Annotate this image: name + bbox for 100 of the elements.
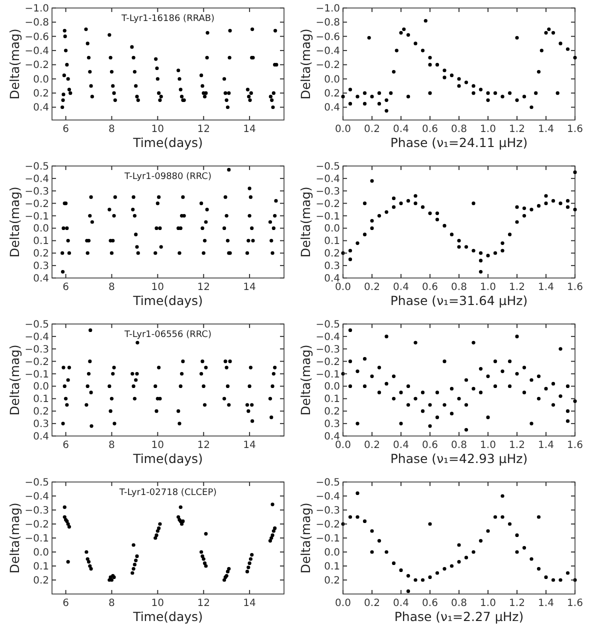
point	[530, 208, 534, 212]
point	[84, 403, 88, 407]
x-tick-label: 6	[62, 282, 69, 293]
x-tick-label: 8	[108, 282, 115, 293]
y-tick-label: −0.8	[24, 18, 49, 29]
text: T-Lyr1-06556 (RRC)	[124, 330, 212, 340]
point	[250, 553, 254, 557]
y-tick-label: −0.4	[24, 46, 49, 58]
x-tick-label: 8	[108, 440, 115, 451]
x-tick-label: 14	[243, 440, 256, 451]
x-axis-title: Time(days)	[132, 609, 203, 624]
point	[399, 202, 403, 206]
x-axis-title: Time(days)	[132, 451, 203, 466]
x-axis-title: Time(days)	[132, 135, 203, 150]
y-tick-label: −0.1	[24, 211, 49, 222]
point	[384, 210, 388, 214]
point	[270, 384, 274, 388]
point	[392, 561, 396, 565]
y-tick-label: 0.2	[324, 88, 340, 100]
x-tick-label: 1.2	[509, 598, 525, 609]
point	[67, 366, 72, 370]
point	[272, 529, 276, 533]
x-tick-label: 6	[62, 598, 69, 609]
y-tick-label: −0.2	[316, 60, 340, 72]
x-tick-label: 0.8	[451, 282, 467, 293]
y-tick-label: −0.4	[316, 332, 340, 343]
point	[273, 526, 277, 530]
y-tick-label: −0.5	[316, 162, 340, 172]
point	[224, 366, 228, 370]
point	[515, 533, 519, 537]
x-tick-label: 1.0	[480, 124, 496, 135]
y-tick-label: 0.2	[324, 576, 340, 586]
point	[558, 578, 562, 582]
point	[108, 384, 112, 388]
y-tick-label: 0.3	[324, 261, 340, 272]
point	[515, 36, 519, 40]
point	[534, 91, 538, 95]
point	[154, 536, 158, 540]
point	[62, 366, 66, 370]
point	[522, 214, 526, 218]
y-tick-label: −0.3	[24, 344, 49, 356]
point	[135, 372, 139, 376]
point	[356, 515, 360, 519]
point	[88, 360, 92, 364]
point	[86, 560, 91, 564]
x-tick-label: 1.0	[480, 440, 496, 451]
x-tick-label: 0.2	[364, 598, 380, 609]
x-tick-label: 0.8	[451, 598, 467, 609]
y-tick-label: −0.2	[316, 520, 340, 530]
point	[478, 88, 483, 92]
point	[442, 224, 446, 228]
x-tick-label: 0.8	[451, 124, 467, 135]
point	[224, 360, 228, 364]
point	[515, 220, 519, 224]
point	[551, 578, 556, 582]
point	[248, 366, 252, 370]
y-tick-label: 0.2	[33, 88, 49, 100]
point	[457, 84, 461, 88]
point	[86, 557, 90, 561]
point	[392, 205, 396, 209]
point	[420, 578, 425, 582]
x-tick-label: 0.0	[335, 598, 351, 609]
point	[547, 27, 551, 32]
point	[464, 245, 468, 249]
x-axis-title: Phase (ν₁=42.93 μHz)	[390, 451, 528, 466]
x-tick-label: 10	[151, 440, 164, 451]
point	[515, 205, 519, 209]
y-axis-title: Delta(mag)	[298, 502, 313, 574]
point	[536, 567, 541, 571]
y-tick-label: −0.3	[316, 344, 340, 356]
point	[558, 202, 562, 206]
point	[551, 31, 556, 35]
point	[108, 409, 112, 413]
x-tick-label: 0.2	[364, 440, 380, 451]
y-tick-label: −0.1	[316, 534, 340, 544]
point	[132, 567, 136, 571]
point	[362, 102, 367, 106]
point	[248, 561, 252, 565]
point	[457, 238, 461, 242]
x-tick-label: 10	[151, 282, 164, 293]
y-tick-label: −0.8	[316, 18, 340, 29]
point	[389, 91, 393, 95]
y-tick-label: −0.2	[316, 356, 340, 368]
point	[154, 533, 158, 537]
y-tick-label: −0.3	[316, 506, 340, 516]
point	[478, 539, 483, 543]
point	[248, 557, 252, 561]
point	[226, 384, 230, 388]
point	[157, 366, 161, 370]
y-tick-label: 0.0	[33, 382, 49, 393]
x-tick-label: 0.4	[393, 282, 409, 293]
point	[435, 218, 440, 222]
x-tick-label: 12	[197, 598, 210, 609]
y-tick-label: −0.2	[24, 60, 49, 72]
point	[394, 48, 398, 52]
y-tick-label: 0.1	[33, 236, 49, 248]
point	[348, 515, 352, 519]
y-tick-label: −0.3	[24, 186, 49, 198]
point	[377, 214, 382, 218]
point	[500, 494, 504, 498]
